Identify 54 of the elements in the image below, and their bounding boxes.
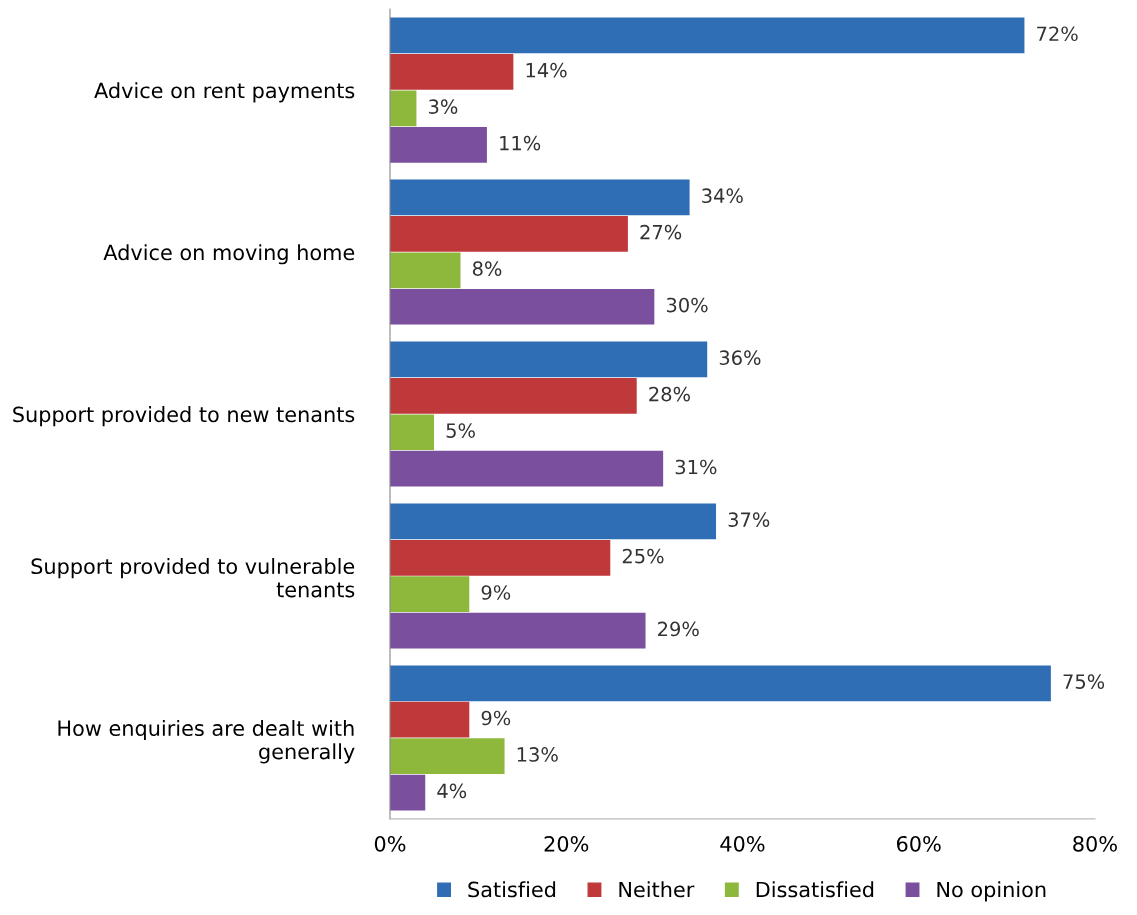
bar (389, 252, 461, 289)
data-label: 14% (526, 62, 567, 78)
bar (389, 377, 637, 414)
data-label: 13% (517, 747, 558, 762)
bar (389, 414, 435, 451)
x-tick-label: 40% (720, 835, 765, 852)
bar (389, 450, 664, 487)
legend-label: Neither (619, 881, 695, 898)
bar (389, 539, 611, 576)
legend-label: No opinion (937, 881, 1046, 902)
legend-label: Dissatisfied (756, 881, 874, 898)
bar (389, 503, 717, 540)
bar (389, 126, 487, 163)
data-label: 11% (500, 135, 541, 151)
data-label: 4% (437, 783, 467, 799)
bar (389, 738, 505, 775)
data-label: 36% (719, 350, 761, 366)
data-label: 37% (728, 512, 770, 527)
x-tick-label: 80% (1073, 835, 1117, 852)
x-tick-label: 0% (374, 835, 406, 852)
y-tick-label: Support provided to new tenants (13, 406, 355, 427)
y-tick-label: Support provided to vulnerable tenants (31, 558, 355, 598)
data-label: 31% (675, 459, 717, 475)
bar (389, 576, 470, 613)
data-label: 25% (622, 548, 664, 564)
bar (389, 665, 1051, 702)
bar (389, 17, 1025, 54)
data-label: 5% (446, 423, 475, 438)
data-label: 30% (666, 297, 708, 313)
legend-label: Satisfied (468, 881, 556, 898)
data-label: 72% (1037, 26, 1078, 42)
bar (389, 179, 690, 216)
data-label: 3% (429, 99, 458, 114)
x-tick-label: 60% (897, 835, 941, 852)
y-tick-label: How enquiries are dealt with generally (58, 719, 355, 764)
data-label: 34% (702, 188, 743, 204)
y-tick-label: Advice on moving home (103, 244, 355, 265)
data-label: 9% (481, 710, 511, 726)
data-label: 75% (1063, 674, 1105, 689)
bar (389, 701, 470, 738)
bar (389, 216, 628, 252)
data-label: 9% (481, 585, 511, 600)
x-tick-label: 20% (544, 835, 589, 852)
bar (389, 288, 655, 325)
bar (389, 612, 646, 649)
bar (389, 54, 514, 90)
y-tick-label: Advice on rent payments (94, 82, 355, 103)
data-label: 28% (649, 386, 690, 402)
data-label: 8% (472, 261, 502, 276)
bar (389, 341, 708, 378)
bar (389, 90, 417, 127)
data-label: 27% (640, 224, 682, 240)
bar (389, 774, 426, 811)
data-label: 29% (658, 621, 699, 637)
